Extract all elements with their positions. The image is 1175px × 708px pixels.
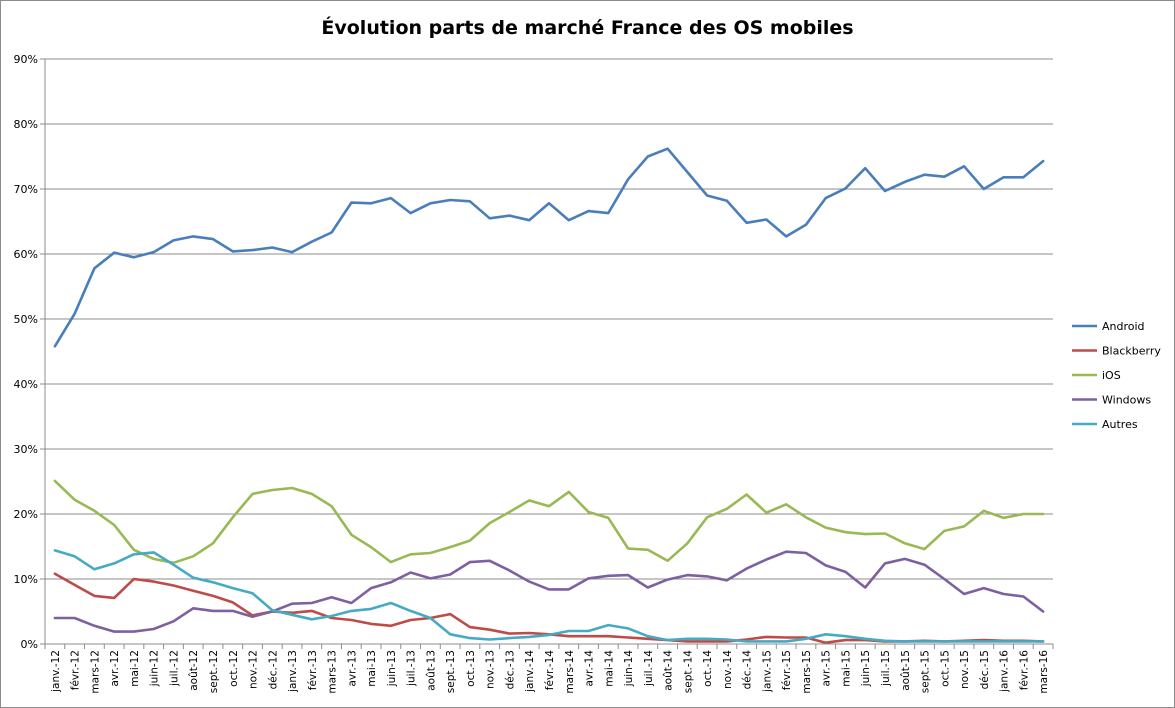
- legend-label-ios: iOS: [1102, 369, 1121, 382]
- x-tick-label: janv.-13: [287, 650, 299, 693]
- y-tick-label: 90%: [14, 53, 38, 66]
- x-tick-label: mars-16: [1038, 650, 1050, 694]
- y-tick-label: 40%: [14, 378, 38, 391]
- x-tick-label: mars-12: [89, 650, 101, 694]
- x-tick-label: oct.-15: [939, 650, 951, 687]
- y-tick-label: 60%: [14, 248, 38, 261]
- x-tick-label: déc.-13: [504, 650, 516, 689]
- series-line-ios: [53, 479, 1045, 565]
- legend-label-windows: Windows: [1102, 394, 1151, 407]
- x-tick-label: déc.-15: [979, 650, 991, 689]
- x-tick-label: sept.-13: [445, 650, 457, 693]
- x-tick-label: juin-12: [149, 650, 161, 687]
- x-tick-label: oct.-14: [702, 650, 714, 687]
- legend-label-android: Android: [1102, 320, 1145, 333]
- x-tick-label: janv.-16: [999, 650, 1011, 693]
- legend-label-autres: Autres: [1102, 418, 1138, 431]
- x-tick-label: nov.-14: [722, 650, 734, 689]
- x-tick-label: nov.-13: [485, 650, 497, 689]
- x-tick-label: juil.-15: [880, 650, 892, 687]
- x-tick-label: févr.-14: [544, 650, 556, 691]
- x-tick-label: mai-14: [603, 650, 615, 687]
- x-tick-label: août-15: [900, 650, 912, 691]
- x-tick-label: avr.-14: [584, 650, 596, 687]
- y-tick-label: 50%: [14, 313, 38, 326]
- x-tick-label: oct.-12: [228, 650, 240, 687]
- x-axis: [44, 59, 1053, 645]
- x-tick-label: févr.-15: [781, 650, 793, 690]
- x-tick-label: mai-13: [366, 650, 378, 687]
- x-tick-label: août-14: [663, 650, 675, 691]
- x-tick-label: janv.-12: [50, 650, 62, 693]
- x-tick-label: nov.-12: [248, 650, 260, 689]
- x-tick-label: oct.-13: [465, 650, 477, 687]
- y-tick-label: 0%: [21, 638, 38, 651]
- x-axis-ticks: janv.-12 févr.-12 mars-12 avr.-12 mai-12 juin…: [44, 644, 1054, 694]
- x-tick-label: août-12: [188, 650, 200, 691]
- x-tick-label: avr.-15: [821, 650, 833, 687]
- x-tick-label: févr.-13: [307, 650, 319, 690]
- x-tick-label: avr.-12: [109, 650, 121, 687]
- x-tick-label: août-13: [425, 650, 437, 691]
- x-tick-label: sept.-14: [682, 650, 694, 694]
- x-tick-label: sept.-12: [208, 650, 220, 693]
- series-line-android: [53, 147, 1045, 348]
- x-tick-label: juil.-13: [406, 650, 418, 687]
- x-tick-label: mars-15: [801, 650, 813, 694]
- x-tick-label: déc.-14: [742, 650, 754, 690]
- x-tick-label: déc.-12: [267, 650, 279, 689]
- x-tick-label: sept.-15: [920, 650, 932, 693]
- x-tick-label: juin-13: [386, 650, 398, 687]
- series-line-blackberry: [53, 572, 1045, 645]
- x-tick-label: juin-14: [623, 650, 635, 688]
- gridlines: [45, 58, 1053, 580]
- x-tick-label: juil.-12: [168, 650, 180, 687]
- y-tick-label: 30%: [14, 443, 38, 456]
- series-line-windows: [53, 550, 1045, 633]
- x-tick-label: févr.-16: [1018, 650, 1030, 691]
- y-tick-label: 70%: [14, 183, 38, 196]
- x-tick-label: mars-14: [564, 650, 576, 694]
- y-tick-label: 10%: [14, 573, 38, 586]
- y-tick-label: 20%: [14, 508, 38, 521]
- x-tick-label: févr.-12: [70, 650, 82, 690]
- series-lines: [53, 147, 1045, 645]
- x-tick-label: janv.-15: [761, 650, 773, 693]
- x-tick-label: avr.-13: [346, 650, 358, 687]
- x-tick-label: juil.-14: [643, 650, 655, 687]
- x-tick-label: mai-12: [129, 650, 141, 687]
- x-tick-label: janv.-14: [524, 650, 536, 693]
- chart-title: Évolution parts de marché France des OS …: [321, 17, 854, 39]
- y-axis-ticks: 0% 10% 20% 30% 40% 50% 60% 70% 80% 90%: [14, 53, 45, 651]
- x-tick-label: mai-15: [840, 650, 852, 687]
- y-tick-label: 80%: [14, 118, 38, 131]
- legend-label-blackberry: Blackberry: [1102, 345, 1161, 358]
- legend: Android Blackberry iOS Windows Autres: [1072, 320, 1161, 431]
- x-tick-label: nov.-15: [959, 650, 971, 689]
- series-line-autres: [53, 549, 1045, 643]
- x-tick-label: juin-15: [860, 650, 872, 687]
- x-tick-label: mars-13: [327, 650, 339, 694]
